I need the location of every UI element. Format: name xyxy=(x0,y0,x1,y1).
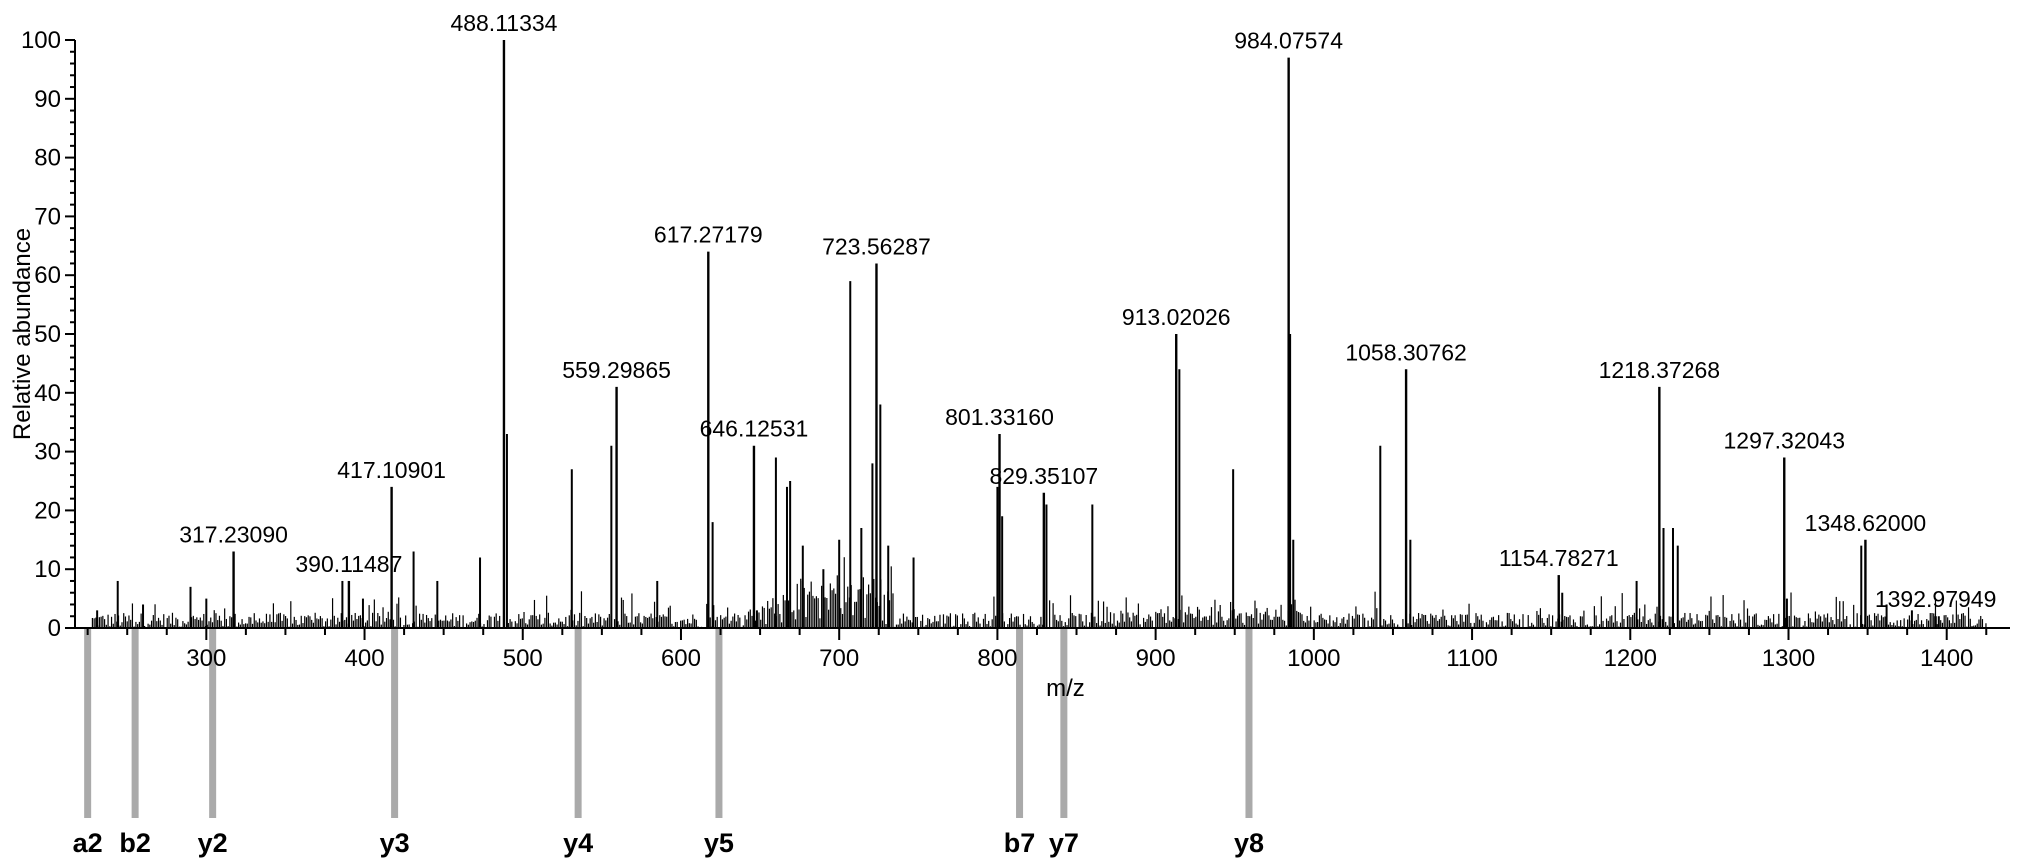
x-tick-label: 400 xyxy=(345,645,385,672)
peak-layer xyxy=(96,40,1940,628)
y-tick-label: 30 xyxy=(34,439,61,466)
peak-label: 913.02026 xyxy=(1122,304,1231,330)
x-tick-label: 1000 xyxy=(1287,645,1340,672)
ion-label-a2: a2 xyxy=(73,828,103,858)
ion-marker-layer xyxy=(84,628,1253,818)
peak-label: 1058.30762 xyxy=(1345,339,1467,365)
y-axis-label: Relative abundance xyxy=(9,228,36,440)
x-tick-label: 800 xyxy=(977,645,1017,672)
peak-label: 1348.62000 xyxy=(1805,510,1927,536)
peak-label: 646.12531 xyxy=(700,416,809,442)
y-tick-label: 50 xyxy=(34,321,61,348)
peak-label: 1218.37268 xyxy=(1599,357,1721,383)
ion-label-y8: y8 xyxy=(1234,828,1264,858)
x-tick-label: 300 xyxy=(186,645,226,672)
ion-label-y3: y3 xyxy=(380,828,410,858)
x-tick-label: 1300 xyxy=(1762,645,1815,672)
x-tick-label: 700 xyxy=(819,645,859,672)
peak-label: 984.07574 xyxy=(1234,28,1343,54)
y-tick-label: 70 xyxy=(34,203,61,230)
peak-label: 723.56287 xyxy=(822,233,931,259)
fragment-ion-labels: a2 b2 y2 y3 y4 y5 b7 y7 y8 xyxy=(73,828,1264,858)
y-tick-label: 90 xyxy=(34,86,61,113)
peak-label: 317.23090 xyxy=(179,522,288,548)
y-tick-label: 0 xyxy=(48,615,61,642)
x-tick-label: 900 xyxy=(1136,645,1176,672)
peak-label: 559.29865 xyxy=(562,357,671,383)
peak-label: 801.33160 xyxy=(945,404,1054,430)
ion-label-b2: b2 xyxy=(119,828,151,858)
ion-label-y2: y2 xyxy=(198,828,228,858)
y-tick-label: 100 xyxy=(21,27,61,54)
x-axis-label: m/z xyxy=(1046,675,1085,702)
peak-label: 617.27179 xyxy=(654,222,763,248)
y-tick-label: 10 xyxy=(34,556,61,583)
peak-label: 1154.78271 xyxy=(1499,545,1619,571)
peak-label: 829.35107 xyxy=(989,463,1098,489)
ion-label-b7: b7 xyxy=(1004,828,1036,858)
x-tick-label: 600 xyxy=(661,645,701,672)
y-tick-label: 40 xyxy=(34,380,61,407)
x-tick-label: 500 xyxy=(503,645,543,672)
peak-label: 488.11334 xyxy=(450,10,557,36)
x-tick-label: 1400 xyxy=(1920,645,1973,672)
peak-labels: 317.23090 390.11487 417.10901 488.11334 559.… xyxy=(179,10,1996,612)
y-tick-label: 80 xyxy=(34,145,61,172)
peak-label: 390.11487 xyxy=(295,551,402,577)
ion-label-y4: y4 xyxy=(563,828,593,858)
peak-label: 417.10901 xyxy=(337,457,446,483)
ion-label-y5: y5 xyxy=(704,828,734,858)
peak-label: 1392.97949 xyxy=(1875,586,1997,612)
ion-label-y7: y7 xyxy=(1049,828,1079,858)
peak-label: 1297.32043 xyxy=(1723,427,1845,453)
y-tick-label: 60 xyxy=(34,262,61,289)
x-ticks: 300 400 500 600 700 800 900 1000 1100 1200 1300 140… xyxy=(86,628,1988,672)
x-tick-label: 1100 xyxy=(1446,645,1498,672)
y-ticks: 0 10 20 30 40 50 60 70 80 90 100 xyxy=(21,27,75,642)
y-tick-label: 20 xyxy=(34,497,61,524)
x-tick-label: 1200 xyxy=(1604,645,1657,672)
